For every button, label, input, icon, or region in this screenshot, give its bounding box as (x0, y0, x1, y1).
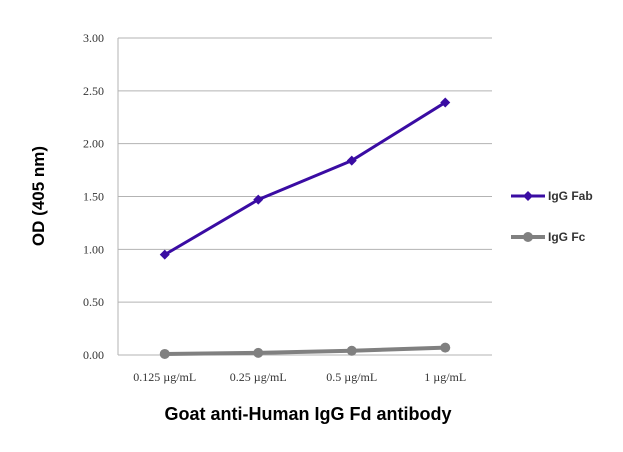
data-point (346, 155, 357, 166)
y-tick-label: 3.00 (83, 31, 104, 45)
data-point (159, 249, 170, 260)
grid-lines (117, 37, 492, 356)
y-tick-label: 2.50 (83, 84, 104, 98)
x-axis-label: Goat anti-Human IgG Fd antibody (165, 404, 452, 424)
y-tick-label: 1.50 (83, 190, 104, 204)
y-tick-label: 1.00 (83, 242, 104, 256)
x-tick-label: 0.25 µg/mL (230, 370, 287, 384)
x-tick-label: 1 µg/mL (424, 370, 466, 384)
y-tick-labels: 0.00 0.50 1.00 1.50 2.00 2.50 3.00 (83, 31, 104, 362)
data-point (440, 342, 451, 353)
y-tick-label: 2.00 (83, 137, 104, 151)
data-point (346, 345, 357, 356)
data-point (440, 97, 451, 108)
legend-marker (523, 232, 533, 242)
series-line-igg-fab (163, 101, 447, 256)
y-tick-label: 0.00 (83, 348, 104, 362)
legend-label: IgG Fc (548, 230, 586, 244)
x-tick-label: 0.5 µg/mL (326, 370, 377, 384)
data-point (253, 194, 264, 205)
legend-label: IgG Fab (548, 189, 593, 203)
series-line-igg-fc (164, 345, 446, 356)
data-point (253, 347, 264, 358)
legend-marker (523, 191, 533, 201)
data-series (159, 97, 451, 359)
x-tick-labels: 0.125 µg/mL 0.25 µg/mL 0.5 µg/mL 1 µg/mL (133, 370, 466, 384)
data-point (159, 348, 170, 359)
legend: IgG Fab IgG Fc (511, 189, 593, 244)
y-axis-label: OD (405 nm) (29, 146, 48, 246)
y-tick-label: 0.50 (83, 295, 104, 309)
x-tick-label: 0.125 µg/mL (133, 370, 196, 384)
